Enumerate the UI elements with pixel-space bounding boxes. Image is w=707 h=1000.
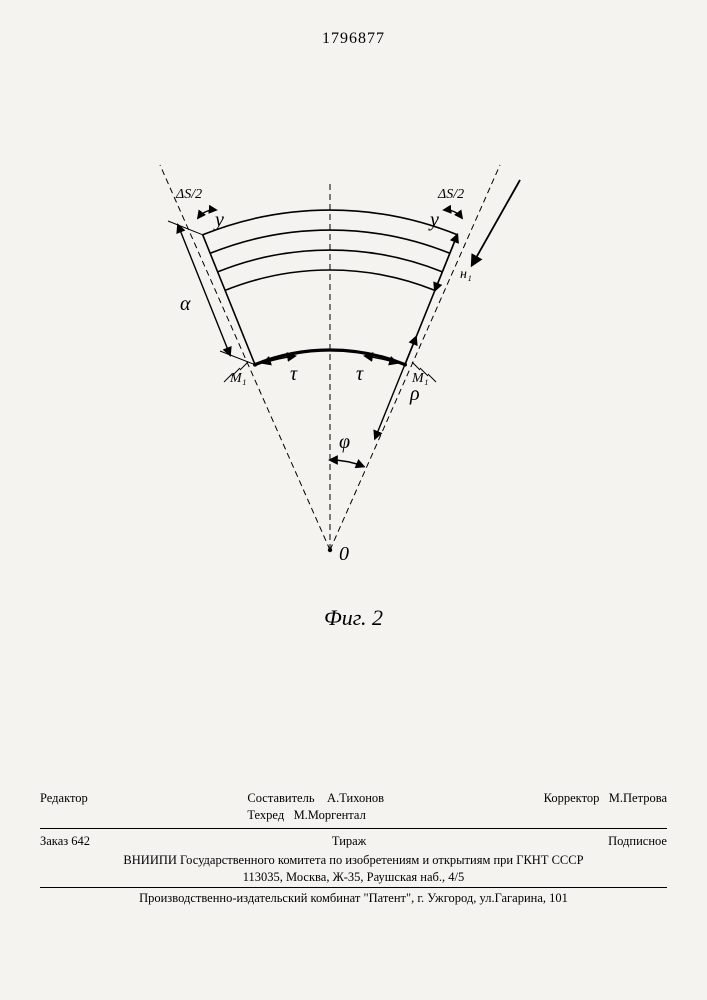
deltaS-left-arc	[198, 210, 216, 218]
arc-outer	[203, 210, 458, 235]
phi-arc	[330, 460, 364, 467]
figure-label: Фиг. 2	[0, 605, 707, 631]
tau-left-label: τ	[290, 363, 298, 385]
divider-2	[40, 887, 667, 888]
corrector-name: М.Петрова	[609, 791, 667, 805]
deltaS-right: ΔS/2	[437, 187, 464, 202]
techred-name: М.Моргентал	[294, 808, 366, 822]
deltaS-left: ΔS/2	[175, 187, 202, 202]
editor-label: Редактор	[40, 790, 88, 824]
order-row: Заказ 642 Тираж Подписное	[40, 831, 667, 852]
incoming-arrow	[472, 180, 520, 265]
outer-dashed-right	[330, 165, 500, 550]
m1-right-point	[403, 363, 407, 367]
gamma-right: у	[428, 209, 439, 231]
footer-block: Редактор Составитель А.Тихонов Техред М.…	[40, 788, 667, 907]
corrector-label: Корректор	[544, 791, 600, 805]
outer-dashed-left	[160, 165, 330, 550]
compiler-name: А.Тихонов	[327, 791, 384, 805]
h-label: н₁	[460, 267, 472, 282]
alpha-label: α	[180, 293, 191, 315]
patent-number: 1796877	[0, 30, 707, 48]
apex-label: 0	[339, 543, 349, 565]
org-line-2: 113035, Москва, Ж-35, Раушская наб., 4/5	[40, 869, 667, 886]
phi-label: φ	[339, 431, 350, 453]
compiler-label: Составитель	[247, 791, 314, 805]
m1-left: M₁	[229, 371, 247, 386]
alpha-dim	[178, 225, 230, 355]
order: Заказ 642	[40, 833, 90, 850]
credits-row-1: Редактор Составитель А.Тихонов Техред М.…	[40, 788, 667, 826]
h-dim	[435, 235, 457, 291]
radial-left	[203, 235, 255, 365]
tau-right-label: τ	[356, 363, 364, 385]
subscription: Подписное	[608, 833, 667, 850]
gamma-left: у	[213, 209, 224, 231]
figure-diagram: 0 φ ρ α н₁ ΔS/2	[120, 110, 540, 590]
m1-left-point	[253, 363, 257, 367]
tirazh: Тираж	[332, 833, 366, 850]
alpha-ext-top	[168, 221, 203, 235]
rho-label: ρ	[409, 383, 420, 405]
techred-label: Техред	[247, 808, 284, 822]
divider-1	[40, 828, 667, 829]
org-line-1: ВНИИПИ Государственного комитета по изоб…	[40, 852, 667, 869]
deltaS-right-arc	[444, 210, 462, 218]
press-line: Производственно-издательский комбинат "П…	[40, 890, 667, 907]
